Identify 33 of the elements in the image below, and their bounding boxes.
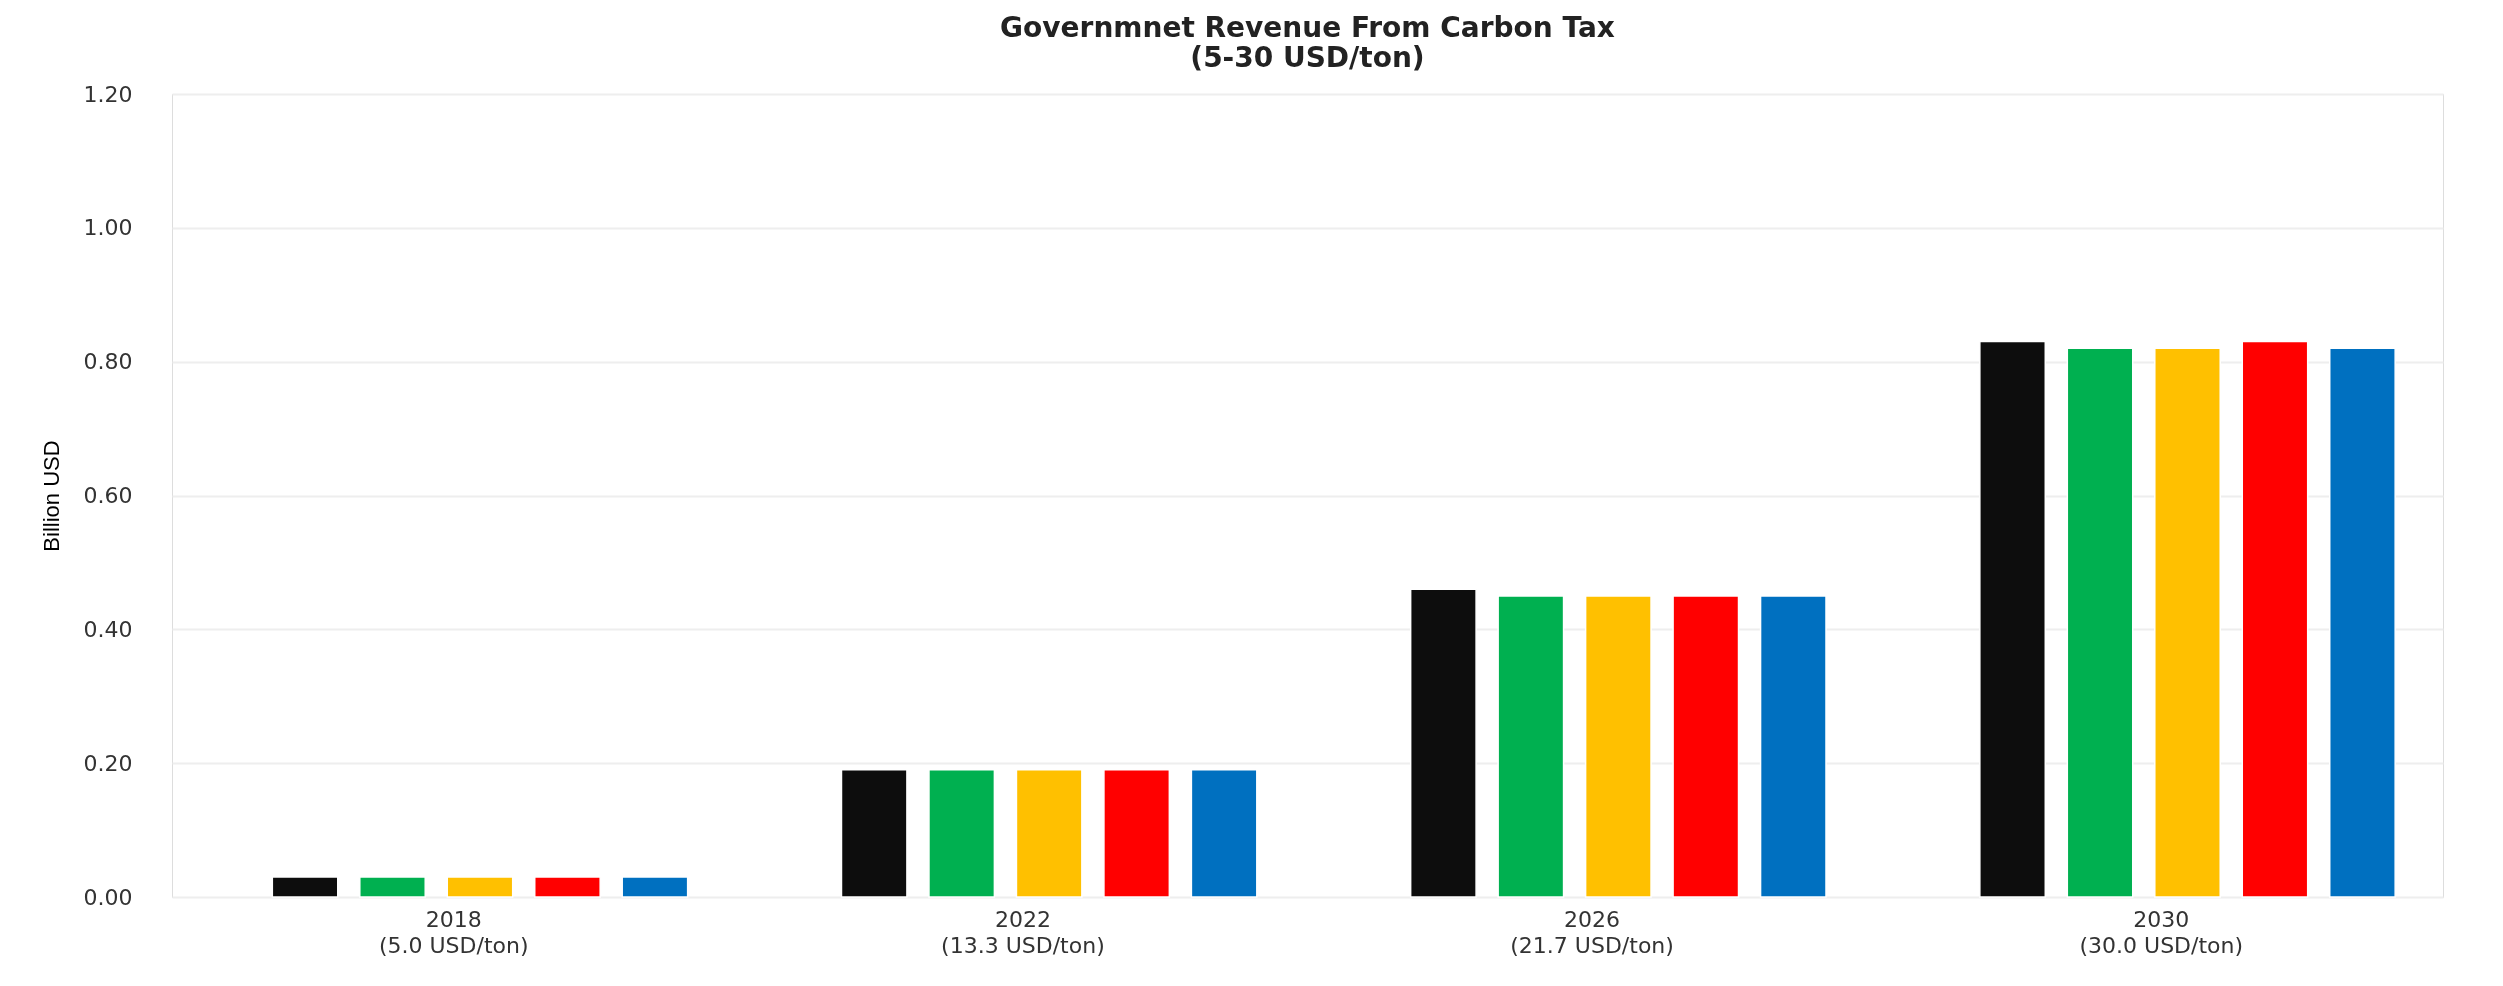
bar xyxy=(1759,595,1827,898)
bar xyxy=(1015,769,1083,898)
y-tick-label: 0.80 xyxy=(83,349,133,375)
bar xyxy=(840,769,908,898)
bar xyxy=(2328,347,2396,898)
y-tick-label: 1.00 xyxy=(83,215,133,241)
bar xyxy=(2241,340,2309,898)
y-tick-label: 0.40 xyxy=(83,616,133,642)
bar xyxy=(1190,769,1258,898)
bar xyxy=(1672,595,1740,898)
y-tick-label: 0.00 xyxy=(83,884,133,910)
y-tick-label: 0.20 xyxy=(83,750,133,776)
bar xyxy=(1584,595,1652,898)
x-tick-label: 2030 (30.0 USD/ton) xyxy=(2079,906,2244,958)
bar xyxy=(359,876,426,898)
y-tick-label: 1.20 xyxy=(83,81,133,107)
bar xyxy=(271,876,339,898)
bar xyxy=(1409,588,1477,898)
y-axis-title: Billion USD xyxy=(38,440,64,552)
bar xyxy=(621,876,689,898)
bar xyxy=(2154,347,2221,898)
bar xyxy=(2066,347,2134,898)
bar xyxy=(1103,769,1171,898)
chart-title: Governmnet Revenue From Carbon Tax (5-30 USD/ton) xyxy=(1000,11,1615,74)
x-tick-label: 2018 (5.0 USD/ton) xyxy=(378,906,529,958)
y-tick-label: 0.60 xyxy=(83,483,133,508)
bar xyxy=(1497,595,1565,898)
x-tick-label: 2026 (21.7 USD/ton) xyxy=(1510,906,1674,958)
x-tick-label: 2022 (13.3 USD/ton) xyxy=(941,906,1105,958)
bar xyxy=(533,876,601,898)
bar xyxy=(928,769,996,898)
bar xyxy=(446,876,514,898)
bar xyxy=(1979,340,2047,898)
